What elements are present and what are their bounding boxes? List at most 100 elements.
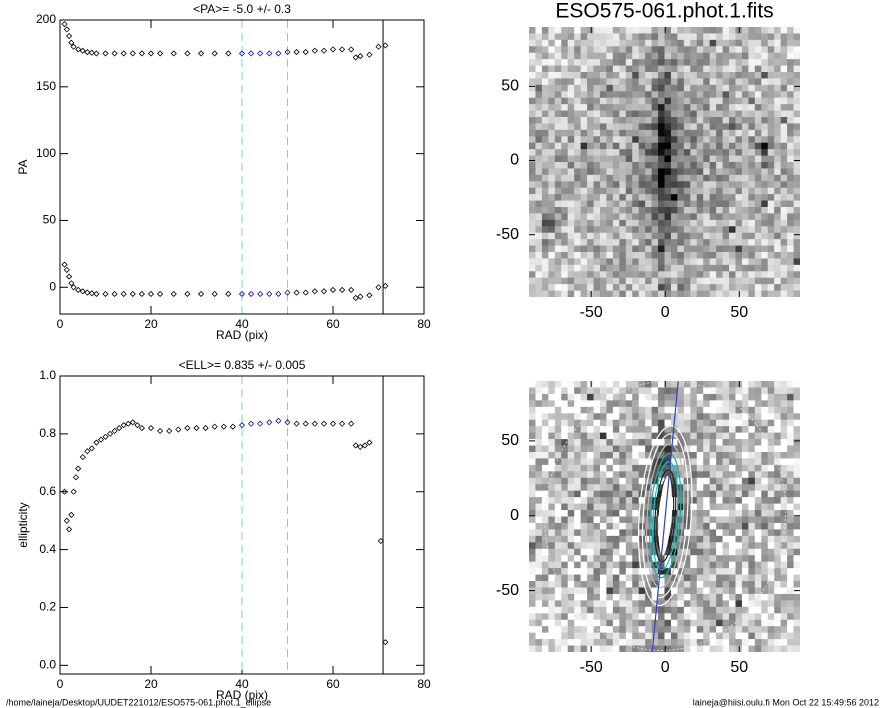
- pixel: [658, 587, 665, 595]
- pixel: [587, 510, 595, 517]
- pixel: [658, 181, 665, 189]
- pixel: [754, 458, 762, 466]
- pixel: [535, 613, 543, 621]
- pixel: [612, 194, 620, 202]
- pixel: [599, 46, 607, 54]
- x-tick-label: 50: [730, 659, 748, 676]
- pixel: [541, 104, 549, 112]
- pixel: [787, 548, 795, 556]
- pixel: [625, 426, 633, 434]
- pixel: [529, 458, 536, 466]
- pixel: [541, 59, 549, 67]
- pixel: [574, 33, 582, 41]
- pixel: [541, 149, 549, 157]
- pixel: [793, 123, 800, 131]
- pixel: [787, 555, 795, 563]
- pixel: [599, 477, 607, 485]
- pixel: [735, 181, 743, 189]
- pixel: [593, 117, 601, 124]
- data-point: [197, 50, 205, 57]
- pixel: [606, 587, 614, 595]
- pixel: [729, 129, 736, 137]
- pixel: [793, 258, 800, 266]
- pixel: [703, 555, 711, 563]
- pixel: [677, 639, 685, 647]
- pixel: [593, 65, 601, 73]
- pixel: [690, 149, 698, 157]
- pixel: [580, 162, 588, 169]
- pixel: [574, 490, 582, 498]
- pixel: [638, 271, 646, 279]
- pixel: [658, 464, 665, 472]
- pixel: [638, 91, 646, 99]
- pixel: [703, 258, 711, 266]
- pixel: [670, 33, 678, 41]
- pixel: [677, 168, 685, 176]
- pixel: [645, 503, 653, 511]
- y-tick-label: 50: [501, 432, 519, 449]
- pixel: [716, 381, 724, 388]
- pixel: [677, 426, 685, 434]
- pixel: [599, 406, 607, 414]
- pixel: [561, 226, 569, 234]
- pixel: [774, 561, 782, 569]
- pixel: [696, 632, 704, 640]
- pixel: [529, 497, 536, 505]
- pixel: [729, 290, 736, 297]
- pixel: [780, 155, 788, 163]
- pixel: [619, 516, 627, 524]
- pixel: [774, 587, 782, 595]
- pixel: [541, 413, 549, 421]
- pixel: [554, 606, 562, 614]
- pixel: [677, 72, 685, 79]
- pixel: [632, 239, 640, 247]
- pixel: [548, 477, 556, 485]
- pixel: [612, 258, 620, 266]
- pixel: [599, 213, 607, 221]
- pixel: [670, 117, 678, 124]
- pixel: [774, 258, 782, 266]
- pixel: [548, 155, 556, 163]
- pixel: [638, 503, 646, 511]
- pixel: [703, 632, 711, 640]
- pixel: [535, 529, 543, 537]
- pixel: [741, 252, 749, 259]
- pixel: [535, 129, 543, 137]
- pixel: [670, 84, 678, 92]
- data-point: [284, 289, 291, 296]
- pixel: [606, 207, 614, 214]
- pixel: [664, 72, 672, 79]
- pixel: [670, 606, 678, 614]
- pixel: [599, 458, 607, 466]
- pixel: [677, 232, 685, 240]
- pixel: [554, 110, 562, 118]
- pixel: [541, 290, 549, 297]
- pixel: [787, 271, 795, 279]
- pixel: [664, 439, 672, 447]
- pixel: [696, 33, 704, 41]
- pixel: [632, 445, 640, 453]
- pixel: [554, 535, 562, 543]
- pixel: [658, 136, 665, 144]
- pixel: [593, 162, 601, 169]
- pixel: [722, 258, 730, 266]
- pixel: [541, 213, 549, 221]
- pixel: [754, 219, 762, 227]
- pixel: [567, 33, 575, 41]
- pixel: [587, 39, 595, 47]
- pixel: [741, 471, 749, 479]
- pixel: [793, 136, 800, 144]
- pixel: [722, 464, 730, 472]
- pixel: [761, 252, 769, 259]
- pixel: [587, 91, 595, 99]
- pixel: [683, 574, 691, 582]
- pixel: [535, 555, 543, 563]
- pixel: [535, 445, 543, 453]
- pixel: [606, 593, 614, 601]
- pixel: [729, 503, 736, 511]
- pixel: [767, 252, 775, 259]
- pixel: [703, 387, 711, 395]
- pixel: [567, 510, 575, 517]
- pixel: [741, 381, 749, 388]
- pixel: [722, 522, 730, 530]
